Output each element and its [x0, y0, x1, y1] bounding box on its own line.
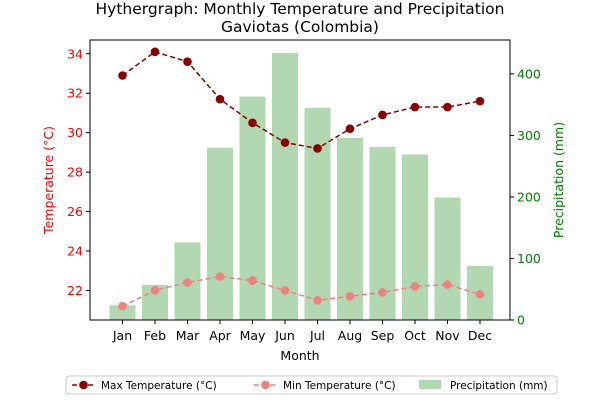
right-tick-label: 200	[517, 189, 541, 204]
legend-min-marker	[261, 380, 270, 390]
min-temp-point-jan	[118, 301, 127, 311]
left-tick-label: 22	[67, 283, 83, 298]
x-axis-label: Month	[280, 348, 319, 363]
legend-precip-label: Precipitation (mm)	[450, 380, 548, 392]
min-temp-point-apr	[215, 272, 225, 281]
chart-subtitle: Gaviotas (Colombia)	[221, 18, 379, 36]
right-tick-label: 400	[517, 66, 541, 81]
min-temp-point-may	[248, 276, 257, 285]
precipitation-bar-jun	[272, 52, 298, 321]
left-axis: 22 24 26 28 30 32 34	[67, 46, 90, 298]
min-temp-point-mar	[183, 278, 192, 287]
min-temp-point-jun	[280, 286, 290, 295]
legend-max-marker	[79, 380, 88, 390]
right-tick-label: 0	[517, 313, 525, 328]
left-tick-label: 26	[67, 204, 83, 219]
left-tick-label: 34	[67, 46, 83, 61]
max-temp-point-sep	[378, 110, 387, 120]
x-tick-label-aug: Aug	[338, 328, 362, 343]
max-temp-point-apr	[215, 94, 225, 104]
max-temp-point-aug	[345, 124, 355, 134]
min-temp-line	[122, 275, 481, 307]
x-tick-label-apr: Apr	[209, 328, 231, 343]
precipitation-bar-may	[239, 96, 266, 320]
min-temp-point-aug	[345, 292, 355, 301]
x-axis: Jan Feb Mar Apr May Jun Jul Aug Sep Oct Nov Dec	[112, 320, 492, 343]
legend-precip-swatch	[419, 380, 441, 389]
left-tick-label: 32	[67, 86, 83, 101]
left-axis-label: Temperature (°C)	[41, 126, 56, 235]
right-tick-label: 300	[517, 128, 541, 143]
right-axis-label: Precipitation (mm)	[551, 122, 566, 238]
precipitation-bar-jan	[109, 305, 136, 320]
left-tick-label: 24	[67, 243, 83, 258]
temperature-lines	[118, 47, 485, 311]
right-axis: 0 100 200 300 400	[510, 66, 541, 328]
x-tick-label-oct: Oct	[404, 328, 426, 343]
max-temp-point-feb	[150, 47, 160, 57]
precipitation-bar-nov	[434, 197, 461, 320]
min-temp-point-jul	[313, 295, 322, 305]
max-temp-point-jan	[118, 71, 127, 80]
left-tick-label: 28	[67, 165, 83, 180]
min-temp-point-sep	[378, 288, 387, 297]
x-tick-label-mar: Mar	[176, 328, 200, 343]
max-temp-point-nov	[443, 102, 452, 112]
precipitation-bar-apr	[207, 147, 233, 320]
x-tick-label-feb: Feb	[144, 328, 166, 343]
min-temp-point-oct	[410, 282, 420, 291]
x-tick-label-jul: Jul	[309, 328, 325, 343]
x-tick-label-nov: Nov	[435, 328, 460, 343]
precipitation-bar-aug	[337, 137, 363, 320]
plot-frame	[89, 39, 511, 321]
chart-title: Hythergraph: Monthly Temperature and Pre…	[96, 0, 505, 18]
max-temp-point-oct	[410, 102, 420, 112]
max-temp-line	[122, 51, 481, 150]
max-temp-point-mar	[183, 57, 192, 66]
right-tick-label: 100	[517, 251, 541, 266]
x-tick-label-dec: Dec	[468, 328, 492, 343]
legend-max-label: Max Temperature (°C)	[101, 380, 217, 392]
min-temp-point-dec	[475, 290, 485, 299]
max-temp-point-dec	[475, 96, 485, 106]
left-tick-label: 30	[67, 125, 83, 140]
x-tick-label-may: May	[240, 328, 266, 343]
max-temp-point-may	[248, 118, 257, 128]
legend-min-label: Min Temperature (°C)	[283, 380, 396, 392]
precipitation-bar-jul	[304, 107, 331, 320]
max-temp-point-jul	[313, 144, 322, 153]
max-temp-point-jun	[280, 138, 290, 147]
precipitation-bar-oct	[402, 154, 428, 320]
min-temp-point-feb	[150, 286, 160, 295]
x-tick-label-sep: Sep	[371, 328, 395, 343]
legend: Max Temperature (°C) Min Temperature (°C…	[65, 375, 558, 395]
min-temp-point-nov	[443, 280, 452, 289]
precipitation-bars	[109, 52, 493, 321]
x-tick-label-jan: Jan	[112, 328, 132, 343]
x-tick-label-jun: Jun	[274, 328, 295, 343]
